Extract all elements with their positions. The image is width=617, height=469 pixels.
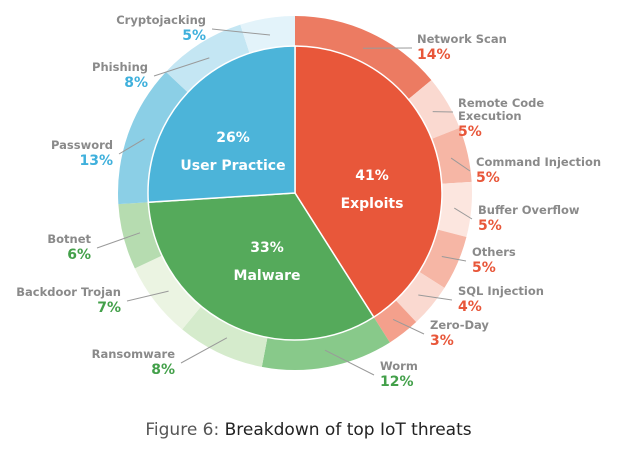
sub-name-worm: Worm (380, 359, 418, 373)
ring-arc-worm (261, 313, 390, 370)
leader-cryptojacking (211, 28, 271, 36)
sub-name-phishing: Phishing (92, 60, 148, 74)
sub-name-cryptojacking: Cryptojacking (116, 13, 206, 27)
ring-arc-buffer-overflow (433, 181, 472, 238)
sub-value-network-scan: 14% (417, 47, 451, 63)
main-category-pie (147, 45, 443, 341)
sub-name-botnet: Botnet (47, 232, 91, 246)
sub-value-remote-code-execution: 5% (458, 124, 482, 140)
caption-prefix: Figure 6: (145, 420, 220, 440)
slice-exploits (294, 45, 443, 318)
sub-name-others: Others (472, 245, 516, 259)
ring-arc-network-scan (295, 16, 432, 102)
leader-zero-day (392, 318, 425, 335)
leader-lines (96, 28, 473, 376)
sub-name-zero-day: Zero-Day (430, 318, 489, 332)
sub-name-remote-code-execution-line2: Execution (458, 109, 522, 123)
leader-backdoor-trojan (126, 290, 169, 302)
main-value-exploits: 41% (355, 168, 389, 184)
ring-arc-backdoor-trojan (134, 253, 204, 330)
sub-value-botnet: 6% (67, 247, 91, 263)
main-label-malware: Malware (234, 268, 301, 284)
ring-arc-remote-code-execution (405, 80, 460, 141)
main-value-user-practice: 26% (216, 130, 250, 146)
leader-phishing (153, 57, 210, 77)
leader-password (118, 138, 145, 155)
sub-name-network-scan: Network Scan (417, 32, 507, 46)
leader-sql-injection (418, 294, 453, 301)
ring-arc-ransomware (182, 303, 269, 367)
ring-arc-others (415, 228, 467, 288)
sub-name-buffer-overflow: Buffer Overflow (478, 203, 580, 217)
sub-value-backdoor-trojan: 7% (97, 300, 121, 316)
sub-value-sql-injection: 4% (458, 299, 482, 315)
leader-buffer-overflow (454, 207, 473, 220)
sub-value-password: 13% (79, 153, 113, 169)
sub-value-command-injection: 5% (476, 170, 500, 186)
main-category-labels: 41% Exploits 33% Malware 26% User Practice (180, 130, 403, 284)
sub-value-phishing: 8% (124, 75, 148, 91)
sub-value-worm: 12% (380, 374, 414, 390)
sub-name-remote-code-execution-line1: Remote Code (458, 96, 544, 110)
slice-user-practice (147, 45, 296, 203)
sub-value-buffer-overflow: 5% (478, 218, 502, 234)
figure-caption: Figure 6: Breakdown of top IoT threats (0, 420, 617, 440)
leader-others (441, 256, 467, 262)
caption-text: Breakdown of top IoT threats (224, 420, 472, 440)
slice-malware (147, 192, 375, 341)
leader-command-injection (450, 157, 471, 172)
sub-value-cryptojacking: 5% (182, 28, 206, 44)
leader-ransomware (180, 337, 228, 364)
sub-name-sql-injection: SQL Injection (458, 284, 544, 298)
ring-arc-sql-injection (392, 269, 445, 323)
sub-name-password: Password (51, 138, 113, 152)
leader-botnet (96, 232, 141, 249)
main-value-malware: 33% (250, 240, 284, 256)
main-label-exploits: Exploits (341, 196, 404, 212)
leader-worm (324, 349, 375, 376)
sub-name-command-injection: Command Injection (476, 155, 601, 169)
sub-name-backdoor-trojan: Backdoor Trojan (16, 285, 121, 299)
sub-name-ransomware: Ransomware (92, 347, 176, 361)
main-label-user-practice: User Practice (180, 158, 285, 174)
sub-value-others: 5% (472, 260, 496, 276)
ring-arc-phishing (165, 24, 251, 96)
sub-value-ransomware: 8% (151, 362, 175, 378)
sub-value-zero-day: 3% (430, 333, 454, 349)
ring-arc-password (118, 71, 191, 205)
